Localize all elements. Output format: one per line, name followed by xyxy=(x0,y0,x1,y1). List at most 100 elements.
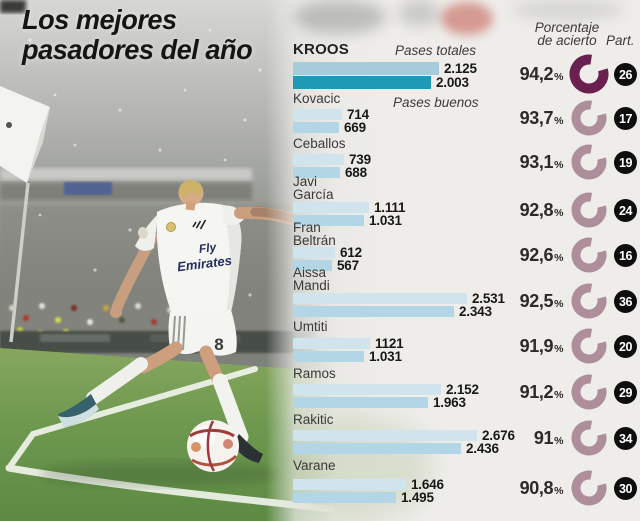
total-passes-value: 2.531 xyxy=(472,291,505,306)
accuracy-percent: 92,6% xyxy=(519,245,564,265)
good-bar-line: 669 xyxy=(293,120,366,135)
good-passes-value: 2.343 xyxy=(459,304,492,319)
total-bar-line: 714 xyxy=(293,107,369,122)
photo-remnant xyxy=(294,0,386,34)
good-passes-value: 1.031 xyxy=(369,349,402,364)
good-bar-line: 1.495 xyxy=(293,490,434,505)
participation-badge: 26 xyxy=(614,63,637,86)
total-passes-bar xyxy=(293,62,439,75)
page-title: Los mejores pasadores del año xyxy=(22,4,253,65)
accuracy-percent: 90,8% xyxy=(519,478,564,498)
total-passes-value: 1.111 xyxy=(374,200,406,215)
player-name: Fran Beltrán xyxy=(293,220,336,248)
player-row: Ceballos 739 688 93,1% 19 xyxy=(290,136,640,190)
good-passes-bar xyxy=(293,76,431,89)
participation-badge: 24 xyxy=(614,199,637,222)
participation-badge: 19 xyxy=(614,151,637,174)
participation-header: Part. xyxy=(606,33,635,48)
total-bar-line: 2.676 xyxy=(293,428,515,443)
total-bar-line: 2.125 xyxy=(293,61,477,76)
accuracy-percent: 94,2% xyxy=(519,64,564,84)
accuracy-ring-icon xyxy=(571,100,607,136)
total-passes-bar xyxy=(293,430,477,441)
player-name: Aissa Mandi xyxy=(293,265,330,293)
participation-badge: 17 xyxy=(614,107,637,130)
good-passes-bar xyxy=(293,397,428,408)
good-passes-value: 669 xyxy=(344,120,366,135)
total-passes-value: 2.125 xyxy=(444,61,477,76)
photo-remnant xyxy=(398,0,440,26)
accuracy-ring-icon xyxy=(571,237,607,273)
good-bar-line: 2.003 xyxy=(293,75,469,90)
player-name: Kovacic xyxy=(293,91,341,106)
good-passes-value: 2.436 xyxy=(466,441,499,456)
accuracy-ring-icon xyxy=(571,328,607,364)
accuracy-ring-icon xyxy=(571,283,607,319)
good-passes-value: 1.495 xyxy=(401,490,434,505)
total-bar-line: 1.646 xyxy=(293,477,444,492)
player-figure: Fly Emirates 8 xyxy=(40,179,306,487)
good-passes-value: 567 xyxy=(337,258,359,273)
participation-badge: 30 xyxy=(614,477,637,500)
good-bar-line: 2.343 xyxy=(293,304,492,319)
participation-badge: 36 xyxy=(614,290,637,313)
ball xyxy=(187,420,239,472)
good-passes-bar xyxy=(293,351,364,362)
player-row: Fran Beltrán 612 567 92,6% 16 xyxy=(290,220,640,274)
good-passes-value: 1.031 xyxy=(369,213,402,228)
accuracy-percent: 92,8% xyxy=(519,200,564,220)
total-passes-bar xyxy=(293,338,370,349)
player-row: Aissa Mandi 2.531 2.343 92,5% 36 xyxy=(290,265,640,319)
participation-badge: 20 xyxy=(614,335,637,358)
participation-badge: 29 xyxy=(614,381,637,404)
good-bar-line: 2.436 xyxy=(293,441,499,456)
total-bar-line: 612 xyxy=(293,245,362,260)
accuracy-percent: 93,7% xyxy=(519,108,564,128)
total-passes-bar xyxy=(293,202,369,213)
player-row: Rakitic 2.676 2.436 91% 34 xyxy=(290,412,640,466)
total-passes-value: 1121 xyxy=(375,336,404,351)
good-passes-value: 1.963 xyxy=(433,395,466,410)
total-passes-bar xyxy=(293,247,335,258)
passing-chart: Porcentaje de acierto Part. Pases totale… xyxy=(290,0,640,521)
good-bar-line: 1.963 xyxy=(293,395,466,410)
accuracy-ring-icon xyxy=(571,374,607,410)
player-name: Ramos xyxy=(293,366,336,381)
total-passes-legend: Pases totales xyxy=(395,43,477,58)
good-bar-line: 688 xyxy=(293,165,367,180)
total-bar-line: 1121 xyxy=(293,336,404,351)
accuracy-percent: 91% xyxy=(533,428,564,448)
accuracy-percent: 91,9% xyxy=(519,336,564,356)
good-passes-legend: Pases buenos xyxy=(393,95,479,110)
good-bar-line: 567 xyxy=(293,258,359,273)
total-passes-bar xyxy=(293,479,406,490)
accuracy-ring-icon xyxy=(569,54,609,94)
total-passes-value: 612 xyxy=(340,245,362,260)
good-passes-bar xyxy=(293,167,340,178)
total-passes-value: 2.676 xyxy=(482,428,515,443)
total-passes-bar xyxy=(293,384,441,395)
brand-mark xyxy=(192,219,207,230)
jersey xyxy=(156,202,242,314)
hair xyxy=(178,179,203,198)
total-passes-value: 739 xyxy=(349,152,371,167)
good-passes-bar xyxy=(293,306,454,317)
good-passes-bar xyxy=(293,122,339,133)
participation-badge: 34 xyxy=(614,427,637,450)
good-passes-bar xyxy=(293,443,461,454)
player-name: KROOS xyxy=(293,41,350,58)
player-row: Umtiti 1121 1.031 91,9% 20 xyxy=(290,319,640,373)
crowd-speckles xyxy=(28,20,262,297)
accuracy-ring-icon xyxy=(571,470,607,506)
jersey-sponsor-line1: Fly xyxy=(198,240,218,256)
player-name: Rakitic xyxy=(293,412,334,427)
photo-remnant-red xyxy=(441,2,493,35)
player-name: Ceballos xyxy=(293,136,346,151)
good-passes-value: 2.003 xyxy=(436,75,469,90)
player-name: Umtiti xyxy=(293,319,328,334)
player-row: Varane 1.646 1.495 90,8% 30 xyxy=(290,459,640,512)
good-passes-bar xyxy=(293,215,364,226)
good-bar-line: 1.031 xyxy=(293,349,402,364)
accuracy-ring-icon xyxy=(571,420,607,456)
